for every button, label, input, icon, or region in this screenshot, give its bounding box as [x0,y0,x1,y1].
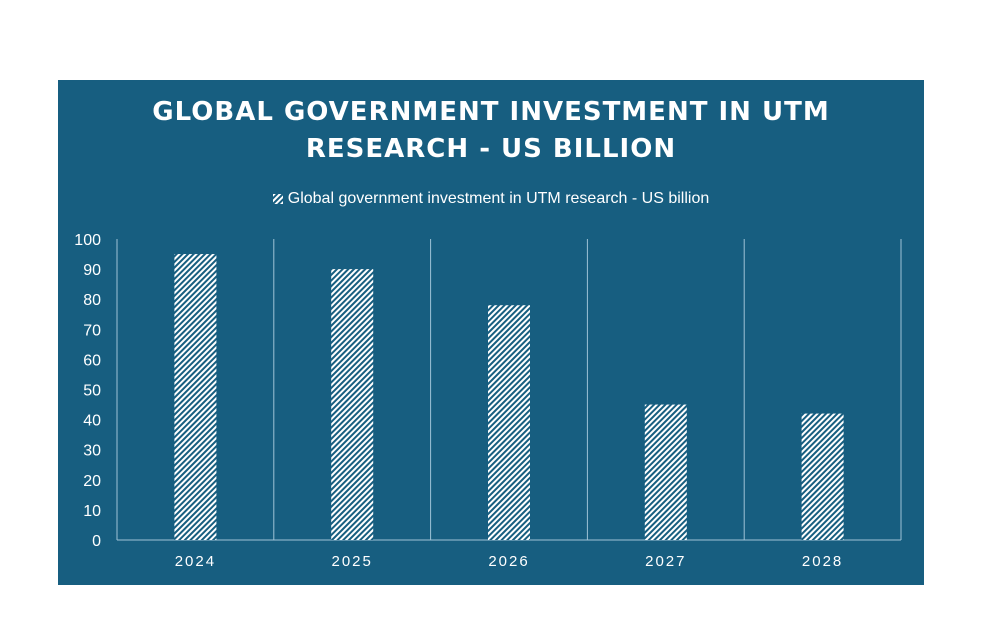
chart-title-line-2: RESEARCH - US BILLION [305,134,677,164]
y-tick-label: 90 [83,262,101,279]
bar-2025 [331,269,374,540]
x-tick-label: 2026 [488,553,529,570]
bar-2024 [174,254,217,541]
y-tick-label: 40 [83,413,101,430]
y-tick-label: 60 [83,352,101,369]
y-tick-label: 20 [83,473,101,490]
chart-title-line-1: GLOBAL GOVERNMENT INVESTMENT IN UTM [152,97,830,127]
y-tick-label: 50 [83,383,101,400]
chart-area: GLOBAL GOVERNMENT INVESTMENT IN UTM RESE… [58,80,924,585]
y-tick-label: 0 [92,533,101,550]
x-tick-label: 2027 [645,553,686,570]
bar-2027 [644,404,687,540]
x-tick-label: 2028 [802,553,843,570]
legend-label: Global government investment in UTM rese… [287,190,710,207]
legend-swatch [272,194,283,204]
y-tick-label: 70 [83,322,101,339]
x-tick-label: 2025 [332,553,373,570]
bar-2026 [488,305,530,540]
y-tick-label: 10 [83,503,101,520]
chart-title: GLOBAL GOVERNMENT INVESTMENT IN UTM RESE… [58,94,924,168]
y-tick-label: 80 [83,292,101,309]
y-tick-label: 100 [74,232,101,249]
chart-plot: 0 10 20 30 40 50 60 70 80 90 100 2024 2025 2026 2027 20… [74,232,902,570]
bar-2028 [801,413,844,540]
y-tick-label: 30 [83,443,101,460]
chart-legend: Global government investment in UTM rese… [58,189,924,209]
x-tick-label: 2024 [175,553,216,570]
